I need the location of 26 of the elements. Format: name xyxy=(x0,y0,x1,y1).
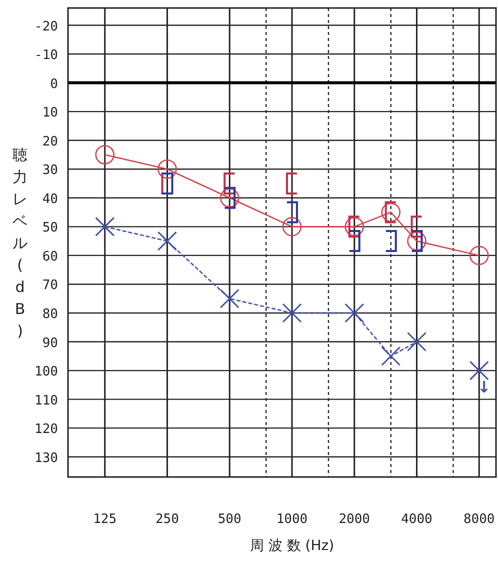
x-tick-label: 1000 xyxy=(276,512,308,527)
y-tick-label: 120 xyxy=(34,422,58,438)
x-tick-label: 8000 xyxy=(463,512,495,527)
y-tick-label: 130 xyxy=(34,450,58,466)
x-tick-label: 2000 xyxy=(338,512,370,527)
x-tick-label: 125 xyxy=(93,512,117,527)
annotation: ↓ xyxy=(477,378,491,397)
y-tick-label: 40 xyxy=(42,192,58,207)
y-tick-label: -20 xyxy=(34,19,58,34)
y-tick-label: 30 xyxy=(42,163,58,178)
y-tick-label: 10 xyxy=(42,106,58,121)
y-tick-label: 70 xyxy=(42,278,58,294)
x-axis-title: 周 波 数 (Hz) xyxy=(250,538,334,554)
y-tick-label: 0 xyxy=(50,76,58,92)
y-tick-label: 60 xyxy=(42,249,58,264)
x-tick-label: 250 xyxy=(155,512,179,527)
y-tick-label: 20 xyxy=(42,134,58,150)
x-tick-label: 500 xyxy=(218,512,242,527)
y-tick-label: 90 xyxy=(42,336,58,351)
y-tick-label: -10 xyxy=(34,48,58,64)
y-tick-label: 110 xyxy=(34,393,58,408)
x-tick-label: 4000 xyxy=(401,512,432,527)
y-tick-label: 100 xyxy=(34,364,58,380)
y-tick-label: 80 xyxy=(42,306,58,322)
text: 聴力レベル(dB) xyxy=(12,146,28,340)
y-tick-label: 50 xyxy=(42,220,58,236)
